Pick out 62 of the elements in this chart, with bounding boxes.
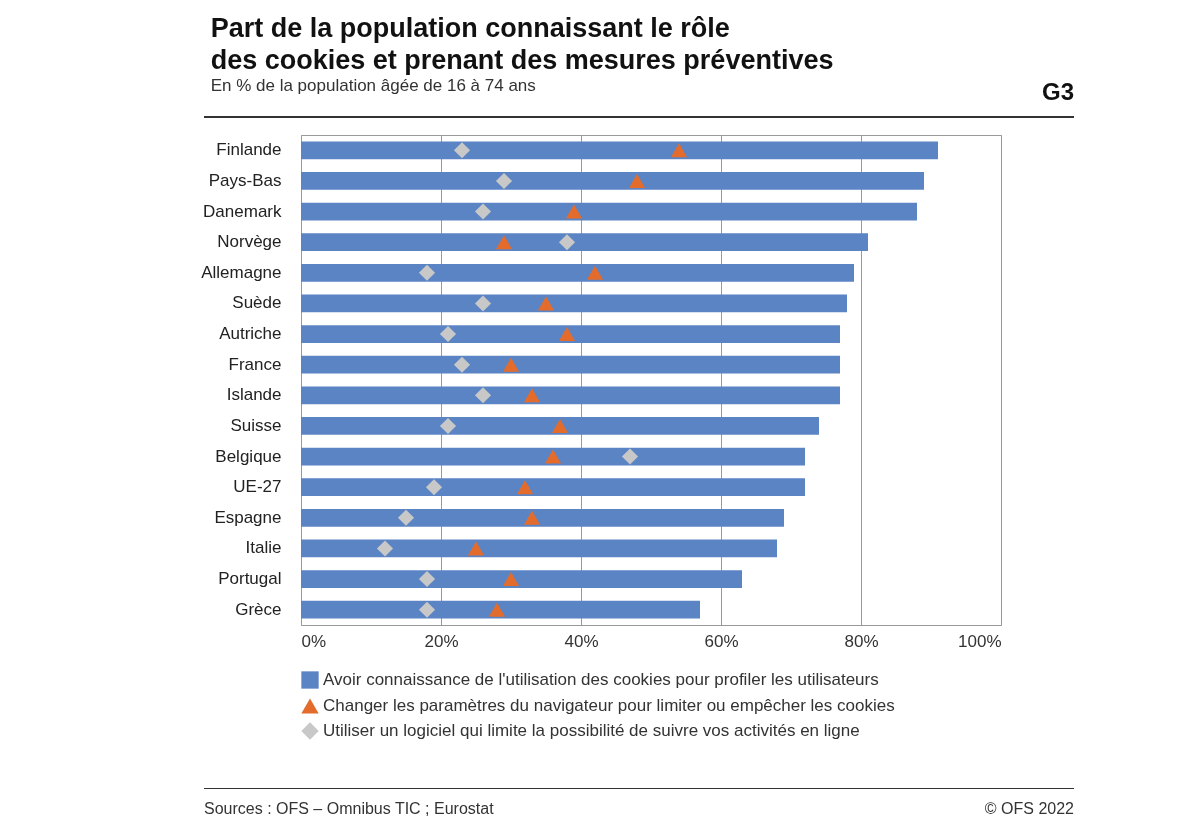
text: G3 (1041, 78, 1074, 106)
text: © OFS 2022 (984, 800, 1074, 818)
point (516, 480, 534, 495)
point (670, 143, 688, 158)
point (495, 235, 513, 250)
y-tick-label: Suisse (230, 415, 282, 435)
legend-label: Utiliser un logiciel qui limite la possibilité de suivre vos activités en ligne (323, 721, 860, 740)
point (474, 203, 492, 220)
point (502, 572, 520, 587)
point (523, 510, 541, 525)
point (537, 296, 555, 311)
y-tick-label: Allemagne (201, 262, 282, 282)
point (502, 357, 520, 372)
source-note: Sources : OFS – Omnibus TIC ; Eurostat (204, 800, 494, 818)
point (376, 540, 394, 557)
y-tick-label: Espagne (214, 507, 282, 527)
point (558, 234, 576, 251)
point (418, 571, 436, 588)
point (453, 142, 471, 159)
y-tick-label: Pays-Bas (208, 170, 282, 190)
point (628, 173, 646, 188)
y-tick-label: Italie (245, 538, 282, 558)
point (565, 204, 583, 219)
point (495, 172, 513, 189)
y-tick-label: France (228, 354, 282, 374)
point (467, 541, 485, 556)
point (397, 509, 415, 526)
legend-label: Avoir connaissance de l'utilisation des cookies pour profiler les utilisateurs (323, 670, 879, 689)
y-tick-label: Portugal (218, 569, 282, 589)
point (418, 601, 436, 618)
x-tick-label: 80% (844, 631, 879, 651)
x-tick-label: 20% (424, 631, 459, 651)
point (551, 418, 569, 433)
x-tick-label: 60% (704, 631, 739, 651)
point (488, 602, 506, 617)
point (544, 449, 562, 464)
y-tick-label: Danemark (203, 201, 282, 221)
x-tick-label: 0% (301, 631, 327, 651)
point (586, 265, 604, 280)
y-tick-label: Norvège (217, 232, 282, 252)
y-tick-label: Autriche (219, 324, 282, 344)
y-tick-label: Grèce (235, 599, 282, 619)
x-tick-label: 40% (564, 631, 599, 651)
y-tick-label: Belgique (215, 446, 282, 466)
chart-title: Part de la population connaissant le rôle des cookies et prenant des mesures préventives (210, 13, 834, 75)
y-tick-label: Finlande (216, 140, 282, 160)
point (558, 327, 576, 342)
x-tick-label: 100% (958, 631, 1002, 651)
y-tick-label: UE-27 (233, 477, 282, 497)
point (474, 387, 492, 404)
point (439, 417, 457, 434)
y-tick-label: Islande (226, 385, 282, 405)
legend-label: Changer les paramètres du navigateur pour limiter ou empêcher les cookies (323, 696, 895, 715)
point (453, 356, 471, 373)
y-tick-label: Suède (232, 293, 282, 313)
point (425, 479, 443, 496)
point (418, 264, 436, 281)
point (439, 326, 457, 343)
point (474, 295, 492, 312)
point (621, 448, 639, 465)
chart-subtitle: En % de la population âgée de 16 à 74 ans (210, 76, 536, 95)
point (523, 388, 541, 403)
